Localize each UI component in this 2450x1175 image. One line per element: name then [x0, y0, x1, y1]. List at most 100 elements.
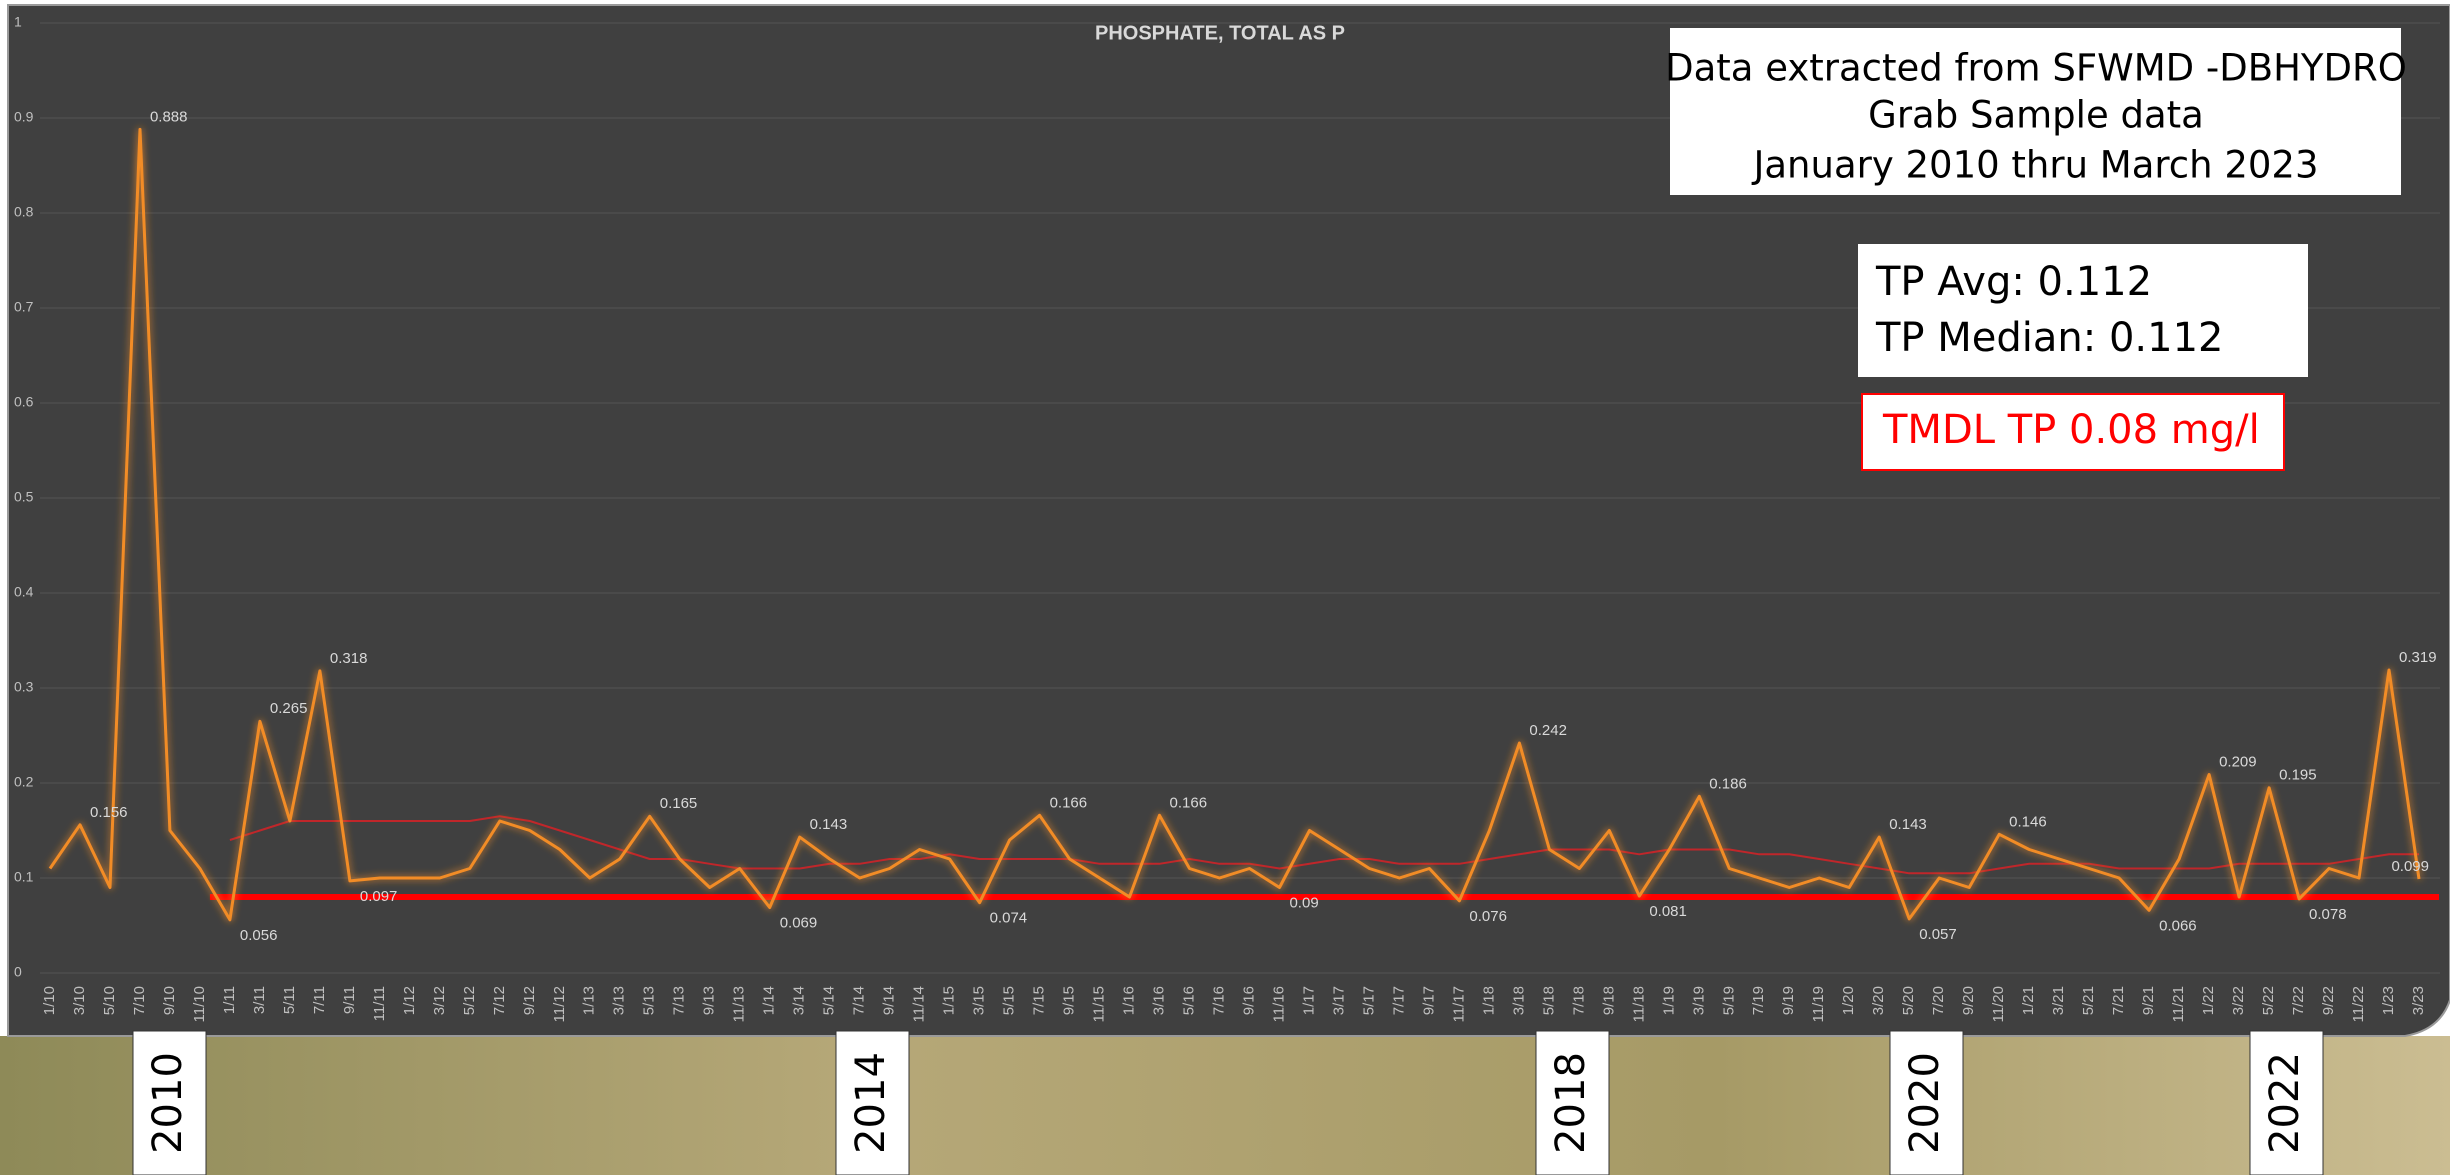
- data-label: 0.09: [1289, 894, 1318, 911]
- x-tick-label: 3/13: [611, 986, 628, 1015]
- data-label: 0.097: [360, 888, 398, 905]
- x-tick-label: 5/10: [101, 986, 118, 1015]
- data-label: 0.099: [2391, 858, 2429, 875]
- x-tick-label: 5/11: [281, 986, 298, 1014]
- y-tick-label: 0.1: [14, 869, 34, 885]
- x-tick-label: 9/14: [881, 986, 898, 1015]
- x-tick-label: 9/16: [1240, 986, 1257, 1015]
- x-tick-label: 5/22: [2260, 986, 2277, 1015]
- y-tick-label: 0.2: [14, 774, 34, 790]
- x-tick-label: 1/18: [1480, 986, 1497, 1015]
- data-label: 0.242: [1529, 722, 1567, 739]
- x-tick-label: 9/11: [341, 986, 358, 1014]
- y-tick-label: 0: [14, 964, 22, 980]
- x-tick-label: 5/12: [461, 986, 478, 1015]
- x-tick-label: 1/21: [2020, 986, 2037, 1015]
- data-label: 0.081: [1649, 903, 1687, 920]
- y-tick-label: 0.5: [14, 489, 34, 505]
- x-tick-label: 1/12: [401, 986, 418, 1015]
- y-tick-label: 0.8: [14, 204, 34, 220]
- data-label: 0.074: [990, 910, 1028, 927]
- x-tick-label: 11/10: [191, 986, 208, 1022]
- data-label: 0.209: [2219, 753, 2257, 770]
- x-tick-label: 11/20: [1990, 986, 2007, 1022]
- x-tick-label: 3/17: [1330, 986, 1347, 1015]
- x-tick-label: 9/21: [2140, 986, 2157, 1015]
- x-tick-label: 7/12: [491, 986, 508, 1015]
- tmdl-label: TMDL TP 0.08 mg/l: [1882, 407, 2260, 453]
- x-tick-label: 3/19: [1690, 986, 1707, 1015]
- x-tick-label: 3/14: [791, 986, 808, 1015]
- y-tick-label: 1: [14, 14, 22, 30]
- year-box: [2249, 1030, 2324, 1175]
- x-tick-label: 11/12: [551, 986, 568, 1022]
- info-line: Grab Sample data: [1868, 94, 2204, 137]
- background-photo: [0, 1036, 2450, 1175]
- x-tick-label: 5/18: [1540, 986, 1557, 1015]
- stats-box: [1858, 244, 2308, 377]
- info-line: January 2010 thru March 2023: [1751, 144, 2318, 187]
- x-tick-label: 7/11: [311, 986, 328, 1014]
- x-tick-label: 3/23: [2410, 986, 2427, 1015]
- x-tick-label: 11/18: [1630, 986, 1647, 1022]
- x-tick-label: 5/17: [1360, 986, 1377, 1015]
- x-tick-label: 1/16: [1121, 986, 1138, 1015]
- x-tick-label: 1/15: [941, 986, 958, 1015]
- x-tick-label: 5/19: [1720, 986, 1737, 1015]
- year-box: [835, 1030, 910, 1175]
- x-tick-label: 11/19: [1810, 986, 1827, 1022]
- x-tick-label: 7/18: [1570, 986, 1587, 1015]
- y-tick-label: 0.4: [14, 584, 34, 600]
- stats-line: TP Avg: 0.112: [1875, 259, 2152, 305]
- x-tick-label: 11/11: [371, 986, 388, 1021]
- x-tick-label: 7/15: [1031, 986, 1048, 1015]
- x-tick-label: 9/19: [1780, 986, 1797, 1015]
- x-tick-label: 5/13: [641, 986, 658, 1015]
- x-tick-label: 1/17: [1300, 986, 1317, 1015]
- x-tick-label: 9/22: [2320, 986, 2337, 1015]
- data-line: [48, 127, 2421, 922]
- tmdl-box: [1861, 393, 2285, 471]
- x-tick-label: 7/14: [851, 986, 868, 1015]
- data-label: 0.195: [2279, 767, 2317, 784]
- data-label: 0.319: [2399, 649, 2437, 666]
- data-label: 0.078: [2309, 906, 2347, 923]
- x-tick-label: 1/11: [221, 986, 238, 1014]
- data-label: 0.166: [1050, 794, 1088, 811]
- chart-title: PHOSPHATE, TOTAL AS P: [1095, 22, 1345, 44]
- data-label: 0.076: [1469, 908, 1507, 925]
- x-tick-label: 5/14: [821, 986, 838, 1015]
- data-label: 0.146: [2009, 813, 2047, 830]
- data-label: 0.318: [330, 650, 368, 667]
- x-tick-label: 7/21: [2110, 986, 2127, 1015]
- y-tick-label: 0.3: [14, 679, 34, 695]
- x-tick-label: 5/16: [1180, 986, 1197, 1015]
- data-label: 0.143: [1889, 816, 1927, 833]
- x-tick-label: 3/10: [71, 986, 88, 1015]
- x-tick-label: 1/19: [1660, 986, 1677, 1015]
- x-tick-label: 3/20: [1870, 986, 1887, 1015]
- data-label: 0.069: [780, 914, 818, 931]
- x-tick-label: 9/10: [161, 986, 178, 1015]
- x-tick-label: 1/23: [2380, 986, 2397, 1015]
- y-tick-label: 0.6: [14, 394, 34, 410]
- trend-line: [229, 815, 2419, 875]
- year-label: 2020: [1902, 1052, 1948, 1154]
- x-tick-label: 9/18: [1600, 986, 1617, 1015]
- x-tick-label: 5/20: [1900, 986, 1917, 1015]
- plot: 0.156 0.888 0.056 0.265 0.318 0.097 0.165 0.069…: [48, 108, 2439, 944]
- data-label: 0.156: [90, 804, 128, 821]
- data-label: 0.888: [150, 108, 188, 125]
- data-label: 0.057: [1919, 926, 1957, 943]
- x-tick-label: 7/10: [131, 986, 148, 1015]
- x-tick-label: 9/12: [521, 986, 538, 1015]
- data-label: 0.165: [660, 795, 698, 812]
- stats-line: TP Median: 0.112: [1875, 315, 2223, 361]
- x-tick-label: 3/11: [251, 986, 268, 1014]
- grid: 00.10.20.30.40.50.60.70.80.911/10 3/10 5/1…: [14, 14, 2440, 1022]
- year-label: 2022: [2262, 1052, 2308, 1154]
- x-tick-label: 9/20: [1960, 986, 1977, 1015]
- x-tick-label: 5/21: [2080, 986, 2097, 1015]
